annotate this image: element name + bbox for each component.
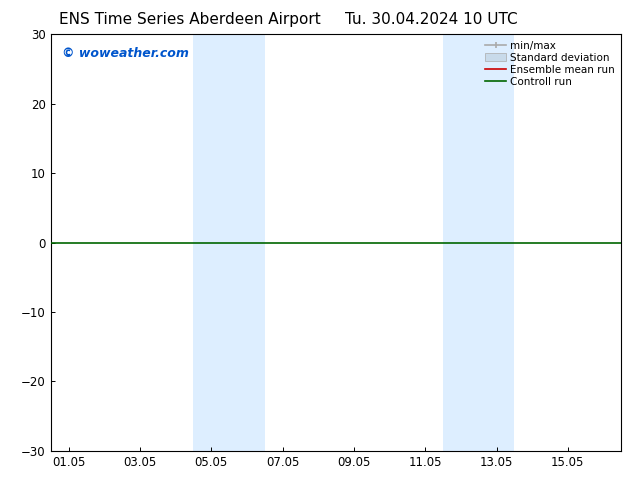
Bar <box>193 34 264 451</box>
Legend: min/max, Standard deviation, Ensemble mean run, Controll run: min/max, Standard deviation, Ensemble me… <box>481 36 619 91</box>
Text: Tu. 30.04.2024 10 UTC: Tu. 30.04.2024 10 UTC <box>345 12 517 27</box>
Text: © woweather.com: © woweather.com <box>62 47 189 60</box>
Bar <box>443 34 514 451</box>
Text: ENS Time Series Aberdeen Airport: ENS Time Series Aberdeen Airport <box>60 12 321 27</box>
